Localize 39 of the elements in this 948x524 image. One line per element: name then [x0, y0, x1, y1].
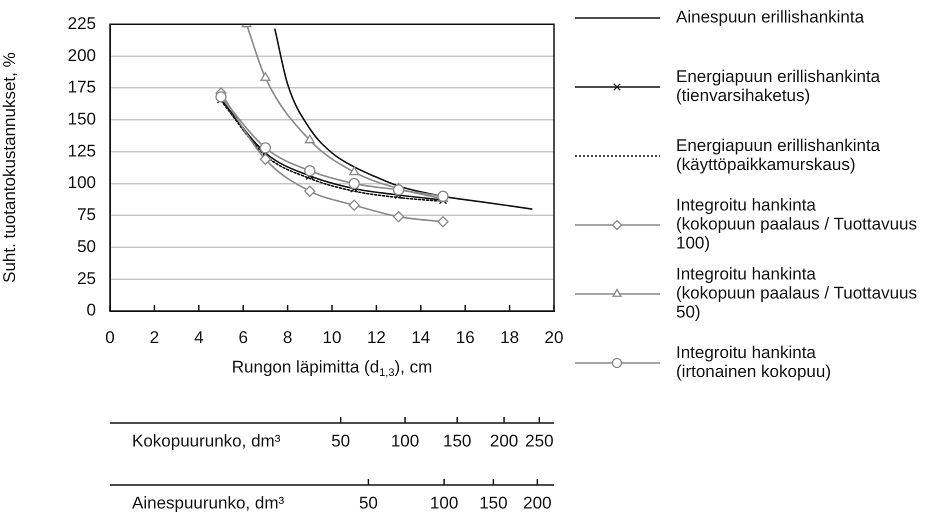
x-tick-label: 6: [238, 328, 248, 347]
legend-label: Energiapuun erillishankinta (tienvarsihaketus): [676, 67, 881, 106]
text: 200: [490, 432, 518, 451]
legend-label: Ainespuun erillishankinta: [676, 8, 865, 27]
text: 250: [525, 432, 554, 451]
text: Kokopuurunko, dm³: [132, 432, 281, 451]
x-tick-label: 12: [366, 328, 386, 347]
x-tick-label: 0: [105, 328, 115, 347]
x-tick-label: 10: [322, 328, 342, 347]
y-axis-title: Suht. tuotantokustannukset, %: [0, 52, 19, 283]
x-tick-label: 16: [456, 328, 475, 347]
x-tick-label: 14: [411, 328, 430, 347]
text: Ainespuurunko, dm³: [132, 494, 284, 513]
y-tick-label: 0: [86, 300, 96, 320]
legend-label: Integroitu hankinta (kokopuun paalaus / Tuottavuus 100): [676, 196, 917, 253]
y-tick-label: 150: [68, 109, 96, 128]
y-tick-label: 125: [68, 141, 96, 160]
legend-label: Integroitu hankinta (irtonainen kokopuu): [676, 343, 831, 382]
y-tick-label: 25: [77, 268, 96, 288]
y-tick-label: 225: [68, 14, 96, 33]
x-tick-label: 18: [500, 328, 520, 347]
text: 150: [479, 494, 508, 513]
text: 100: [430, 494, 458, 513]
y-tick-label: 75: [77, 205, 96, 224]
y-tick-label: 200: [68, 46, 96, 65]
text: 150: [443, 432, 472, 451]
text: 100: [390, 432, 420, 451]
y-tick-label: 175: [68, 78, 96, 97]
x-tick-label: 2: [150, 328, 160, 347]
x-tick-label: 20: [544, 328, 564, 347]
y-tick-label: 100: [68, 173, 96, 192]
x-tick-label: 8: [282, 328, 292, 347]
text: 50: [331, 432, 350, 451]
text: 200: [523, 494, 552, 513]
y-tick-label: 50: [77, 236, 96, 256]
legend-label: Energiapuun erillishankinta (käyttöpaikkamurskaus): [676, 136, 881, 174]
x-tick-label: 4: [194, 328, 204, 347]
legend-label: Integroitu hankinta (kokopuun paalaus / Tuottavuus 50): [676, 264, 917, 322]
text: 50: [358, 494, 378, 513]
